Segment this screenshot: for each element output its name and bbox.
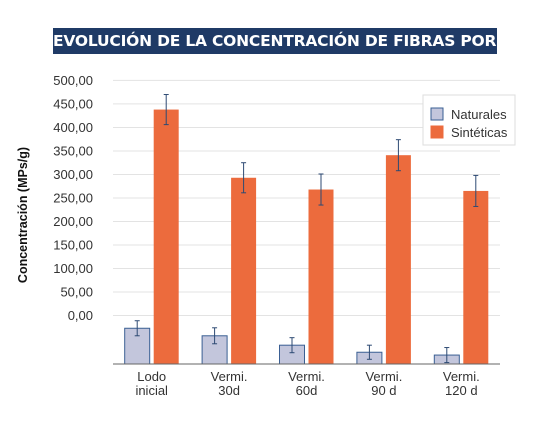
legend-swatch-sinteticas — [430, 125, 444, 139]
bar-sinteticas — [153, 109, 179, 364]
chart-title: EVOLUCIÓN DE LA CONCENTRACIÓN DE FIBRAS … — [53, 28, 497, 54]
bar-sinteticas — [385, 155, 411, 364]
x-tick-label: Lodo inicial — [135, 369, 168, 398]
y-axis-label: Concentración (MPs/g) — [16, 147, 30, 283]
bar-sinteticas — [308, 189, 334, 364]
y-tick-label: 100,00 — [53, 261, 93, 276]
x-tick-label: Vermi. 60d — [288, 369, 325, 398]
y-tick-label: 150,00 — [53, 238, 93, 253]
bar-sinteticas — [463, 190, 489, 364]
error-bars — [134, 94, 479, 364]
y-tick-label: 50,00 — [60, 285, 93, 300]
x-tick-label: Vermi. 90 d — [365, 369, 402, 398]
bars — [124, 109, 489, 365]
x-axis-ticks: Lodo inicial Vermi. 30d Vermi. 60d Vermi. 90 d V… — [135, 369, 479, 398]
y-tick-label: 450,00 — [53, 96, 93, 111]
y-tick-label: 350,00 — [53, 143, 93, 158]
y-tick-label: 200,00 — [53, 214, 93, 229]
y-tick-label: 300,00 — [53, 167, 93, 182]
y-tick-label: 250,00 — [53, 190, 93, 205]
y-tick-label: 0,00 — [68, 308, 93, 323]
legend: Naturales Sintéticas — [422, 94, 516, 146]
y-axis-ticks: 0,00 50,00 100,00 150,00 200,00 250,00 300,00 3… — [53, 73, 93, 323]
legend-label-sinteticas: Sintéticas — [451, 125, 508, 140]
y-tick-label: 400,00 — [53, 120, 93, 135]
y-tick-label: 500,00 — [53, 73, 93, 88]
x-tick-label: Vermi. 120 d — [443, 369, 480, 398]
x-tick-label: Vermi. 30d — [211, 369, 248, 398]
legend-label-naturales: Naturales — [451, 107, 507, 122]
bar-sinteticas — [231, 177, 257, 364]
legend-swatch-naturales — [430, 107, 444, 121]
